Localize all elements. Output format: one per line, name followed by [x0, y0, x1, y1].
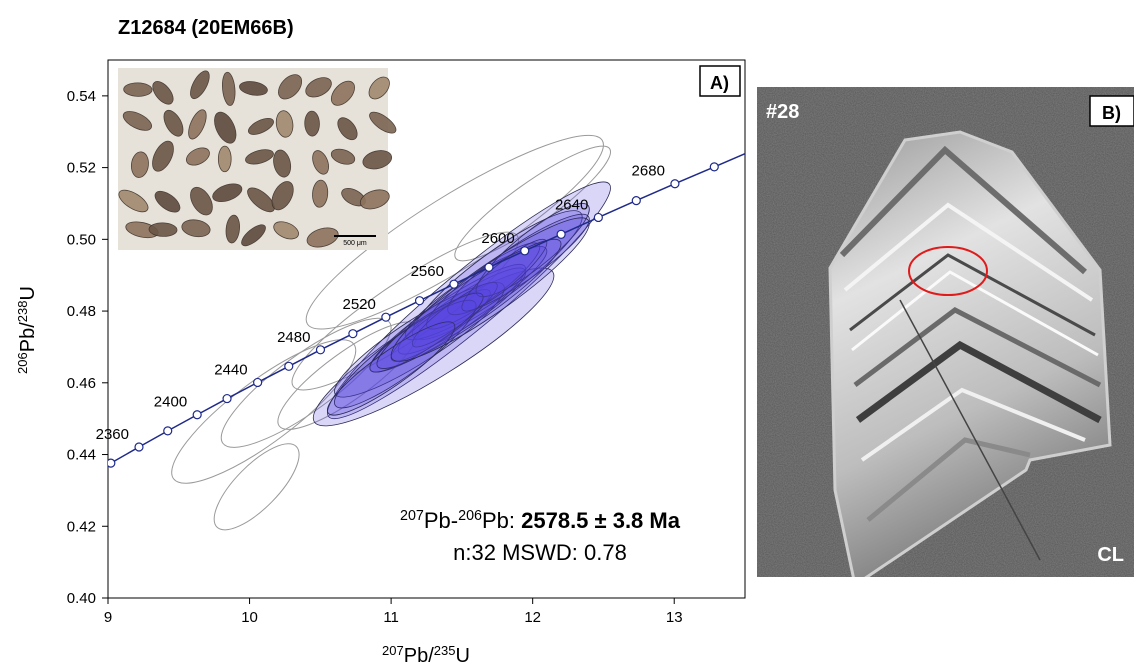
age-label: 2480 — [277, 329, 310, 346]
age-result-part: 2578.5 ± 3.8 Ma — [521, 508, 681, 533]
x-tick-label: 11 — [383, 609, 399, 626]
age-result-part: Pb: — [482, 508, 521, 533]
age-label: 2560 — [411, 263, 444, 280]
concordia-marker — [107, 459, 115, 467]
x-axis-label-part: U — [455, 645, 469, 667]
x-axis-label-part: 235 — [434, 643, 456, 658]
age-label: 2680 — [632, 163, 665, 180]
y-axis-label: 206Pb/238U — [15, 286, 40, 374]
age-label: 2400 — [154, 394, 187, 411]
zircon-grain — [304, 111, 319, 136]
x-axis-label: 207Pb/235U — [382, 643, 470, 668]
concordia-marker — [223, 395, 231, 403]
panel-label: B) — [1102, 103, 1121, 123]
zircon-grain — [218, 146, 231, 172]
concordia-marker — [557, 230, 565, 238]
age-label: 2600 — [481, 230, 514, 247]
age-label: 2640 — [555, 196, 588, 213]
y-axis-label-part: 238 — [15, 301, 30, 323]
spot-label: #28 — [766, 101, 799, 123]
y-tick-label: 0.42 — [67, 518, 96, 535]
concordia-marker — [671, 180, 679, 188]
image-mode-label: CL — [1097, 544, 1124, 566]
concordia-marker — [135, 443, 143, 451]
concordia-marker — [164, 427, 172, 435]
concordia-marker — [485, 263, 493, 271]
y-tick-label: 0.50 — [67, 231, 96, 248]
figure: Z12684 (20EM66B) #28 B) CL 9 10 11 12 13 0.40… — [0, 0, 1134, 672]
age-result-part: 206 — [458, 508, 482, 524]
age-result: 207Pb-206Pb: 2578.5 ± 3.8 Ma — [400, 508, 681, 533]
panel-label: A) — [710, 73, 729, 93]
concordia-marker — [521, 247, 529, 255]
concordia-marker — [285, 362, 293, 370]
age-result-part: Pb- — [424, 508, 458, 533]
x-axis-label-part: Pb/ — [404, 645, 434, 667]
scale-bar-label: 500 μm — [343, 240, 367, 247]
x-tick-label: 12 — [524, 609, 541, 626]
y-axis-label-part: 206 — [15, 352, 30, 374]
y-tick-label: 0.52 — [67, 160, 96, 177]
x-tick-label: 10 — [241, 609, 258, 626]
grain-photo: 500 μm — [115, 68, 399, 250]
concordia-marker — [450, 280, 458, 288]
concordia-marker — [594, 213, 602, 221]
concordia-marker — [349, 330, 357, 338]
x-tick-label: 9 — [104, 609, 112, 626]
concordia-marker — [316, 346, 324, 354]
age-label: 2520 — [342, 296, 375, 313]
y-tick-label: 0.46 — [67, 375, 96, 392]
x-tick-label: 13 — [666, 609, 683, 626]
concordia-marker — [382, 313, 390, 321]
age-label: 2440 — [214, 361, 247, 378]
stats-result: n:32 MSWD: 0.78 — [453, 540, 627, 565]
cl-image — [757, 87, 1134, 585]
x-axis-label-part: 207 — [382, 643, 404, 658]
concordia-marker — [254, 378, 262, 386]
concordia-marker — [193, 411, 201, 419]
zircon-grain — [124, 83, 153, 97]
y-tick-label: 0.44 — [67, 447, 96, 464]
age-label: 2360 — [96, 426, 129, 443]
age-result-part: 207 — [400, 508, 424, 524]
y-tick-label: 0.48 — [67, 303, 96, 320]
concordia-marker — [710, 163, 718, 171]
chart-title: Z12684 (20EM66B) — [118, 17, 294, 39]
y-axis-label-part: Pb/ — [17, 322, 39, 352]
concordia-marker — [416, 297, 424, 305]
y-tick-label: 0.54 — [67, 88, 96, 105]
page: {"chart_data": { "type": "concordia", "t… — [0, 0, 1134, 672]
concordia-marker — [632, 197, 640, 205]
y-tick-label: 0.40 — [67, 590, 96, 607]
y-axis-label-part: U — [17, 286, 39, 300]
